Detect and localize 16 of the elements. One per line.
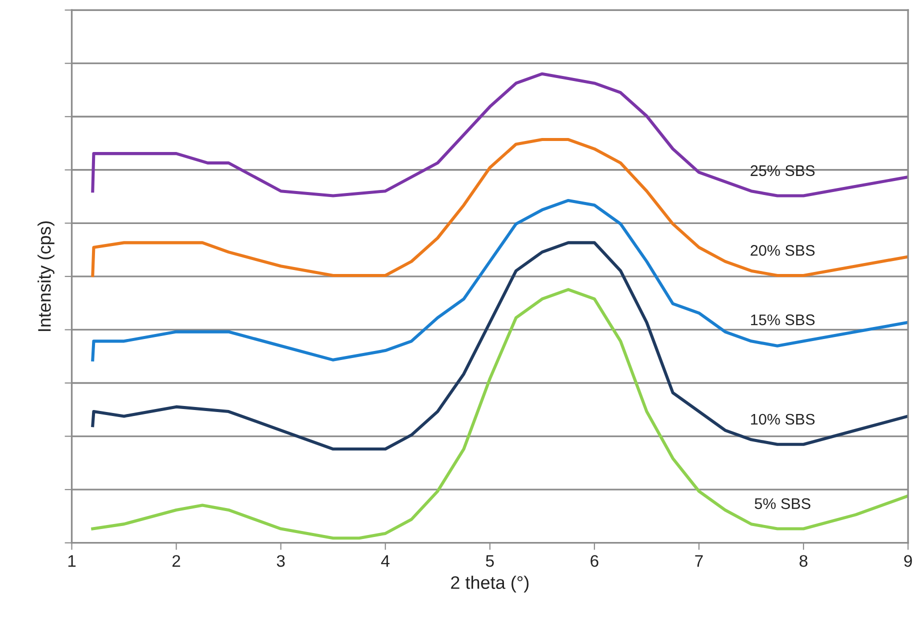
x-tick-label: 1 <box>68 555 76 567</box>
x-tick-label: 8 <box>800 555 808 567</box>
x-tick-label: 7 <box>695 555 703 567</box>
x-tick-label: 6 <box>590 555 598 567</box>
series-label: 10% SBS <box>751 414 815 425</box>
x-tick-label: 5 <box>486 555 494 567</box>
y-axis-title: Intensity (cps) <box>38 221 54 331</box>
x-tick-label: 3 <box>276 555 285 567</box>
x-tick-label: 4 <box>381 555 390 567</box>
series-label: 25% SBS <box>750 165 815 176</box>
series-label: 20% SBS <box>750 245 815 256</box>
x-tick-label: 9 <box>904 555 912 567</box>
x-axis-title: 2 theta (°) <box>451 576 529 593</box>
series-label: 5% SBS <box>754 498 810 510</box>
x-tick-label: 2 <box>172 555 180 567</box>
series-label: 15% SBS <box>751 314 815 326</box>
